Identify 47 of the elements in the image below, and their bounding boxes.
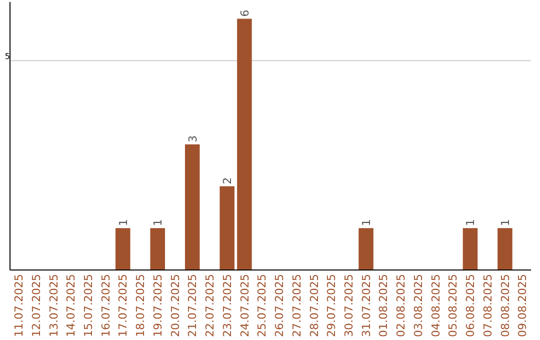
x-tick-label: 25.07.2025 [256, 274, 269, 337]
bar [150, 228, 165, 270]
bar [498, 228, 512, 270]
bar [116, 228, 130, 270]
x-tick-label: 29.07.2025 [325, 274, 338, 337]
data-label: 1 [464, 219, 478, 226]
data-label: 1 [360, 219, 374, 226]
x-tick-label: 23.07.2025 [220, 274, 234, 337]
data-label: 3 [186, 135, 200, 142]
bar [358, 228, 374, 270]
x-tick-label: 06.08.2025 [464, 274, 478, 337]
bar [462, 228, 478, 270]
x-tick-label: 03.08.2025 [412, 274, 425, 337]
x-tick-label: 11.07.2025 [12, 274, 26, 337]
x-tick-label: 30.07.2025 [342, 274, 356, 337]
x-tick-label: 27.07.2025 [290, 274, 304, 337]
bar [220, 186, 234, 270]
x-tick-label: 08.08.2025 [498, 274, 512, 337]
data-label: 1 [498, 219, 512, 226]
x-tick-label: 21.07.2025 [186, 274, 200, 337]
x-tick-label: 05.08.2025 [446, 274, 460, 337]
x-tick-label: 20.07.2025 [168, 274, 182, 337]
x-tick-label: 12.07.2025 [30, 274, 43, 337]
x-tick-label: 18.07.2025 [134, 274, 148, 337]
data-label: 1 [152, 219, 165, 226]
x-tick-label: 19.07.2025 [151, 274, 164, 337]
bar [184, 144, 200, 270]
x-tick-label: 17.07.2025 [116, 274, 130, 337]
x-tick-label: 14.07.2025 [64, 274, 78, 337]
bar [237, 18, 252, 270]
x-tick-label: 02.08.2025 [394, 274, 408, 337]
x-tick-label: 22.07.2025 [204, 274, 217, 337]
x-tick-label: 15.07.2025 [82, 274, 95, 337]
x-tick-label: 04.08.2025 [429, 274, 442, 337]
data-label: 2 [221, 177, 234, 184]
x-tick-label: 31.07.2025 [360, 274, 373, 337]
y-tick-label: 5 [4, 52, 10, 62]
data-label: 1 [116, 219, 130, 226]
x-tick-label: 26.07.2025 [273, 274, 286, 337]
x-tick-label: 28.07.2025 [308, 274, 321, 337]
x-tick-label: 09.08.2025 [516, 274, 530, 337]
x-tick-label: 07.08.2025 [481, 274, 494, 337]
data-label: 6 [238, 10, 252, 17]
x-tick-label: 24.07.2025 [238, 274, 252, 337]
x-tick-label: 13.07.2025 [47, 274, 60, 337]
x-tick-label: 01.08.2025 [377, 274, 390, 337]
x-tick-label: 16.07.2025 [99, 274, 112, 337]
